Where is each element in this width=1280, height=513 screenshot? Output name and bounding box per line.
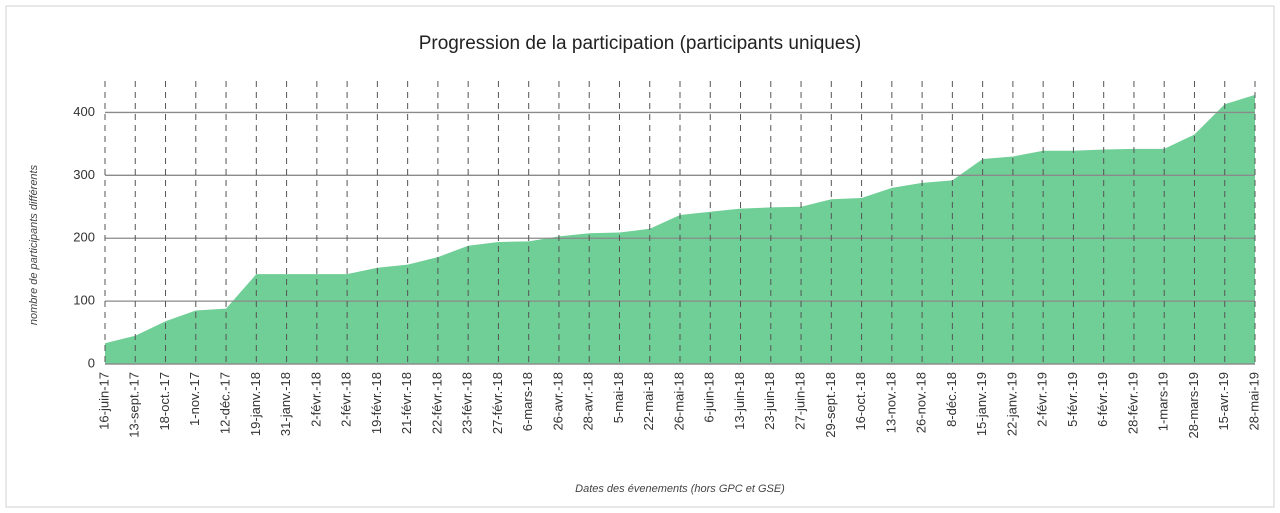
x-tick-label: 2-févr.-19 (1035, 372, 1050, 427)
x-tick-label: 5-févr.-19 (1065, 372, 1080, 427)
y-tick-label: 0 (88, 355, 95, 370)
y-axis-label: nombre de participants différents (28, 164, 40, 325)
x-tick-label: 29-sept.-18 (823, 372, 838, 438)
x-tick-label: 6-mars-18 (520, 372, 535, 431)
x-tick-label: 19-févr.-18 (369, 372, 384, 434)
x-tick-label: 21-févr.-18 (399, 372, 414, 434)
x-tick-label: 16-oct.-18 (853, 372, 868, 431)
x-tick-label: 28-avr.-18 (581, 372, 596, 431)
x-tick-label: 19-janv.-18 (248, 372, 263, 436)
x-tick-label: 5-mai-18 (611, 372, 626, 423)
x-tick-label: 2-févr.-18 (308, 372, 323, 427)
y-tick-label: 200 (73, 230, 95, 245)
x-tick-label: 22-mai-18 (641, 372, 656, 431)
x-tick-label: 6-févr.-19 (1095, 372, 1110, 427)
x-tick-label: 15-avr.-19 (1216, 372, 1231, 431)
x-tick-label: 26-nov.-18 (914, 372, 929, 433)
y-tick-label: 400 (73, 104, 95, 119)
x-tick-label: 23-juin-18 (762, 372, 777, 430)
x-tick-label: 28-févr.-19 (1125, 372, 1140, 434)
x-tick-label: 28-mai-19 (1246, 372, 1261, 431)
x-tick-label: 23-févr.-18 (460, 372, 475, 434)
x-tick-label: 22-janv.-19 (1004, 372, 1019, 436)
x-tick-label: 12-déc.-17 (217, 372, 232, 434)
y-tick-label: 300 (73, 167, 95, 182)
x-tick-label: 13-juin-18 (732, 372, 747, 430)
x-tick-label: 1-mars-19 (1156, 372, 1171, 431)
x-tick-label: 26-mai-18 (671, 372, 686, 431)
y-tick-label: 100 (73, 293, 95, 308)
x-tick-label: 27-juin-18 (792, 372, 807, 430)
x-tick-label: 15-janv.-19 (974, 372, 989, 436)
x-tick-label: 18-oct.-17 (157, 372, 172, 431)
x-tick-label: 28-mars-19 (1186, 372, 1201, 438)
x-tick-label: 13-nov.-18 (883, 372, 898, 433)
x-tick-label: 13-sept.-17 (127, 372, 142, 438)
x-tick-label: 31-janv.-18 (278, 372, 293, 436)
x-tick-label: 1-nov.-17 (187, 372, 202, 426)
x-tick-label: 22-févr.-18 (429, 372, 444, 434)
x-tick-label: 27-févr.-18 (490, 372, 505, 434)
x-tick-label: 2-févr.-18 (339, 372, 354, 427)
x-tick-label: 16-juin-17 (96, 372, 111, 430)
x-tick-label: 6-juin-18 (702, 372, 717, 423)
x-tick-label: 8-déc.-18 (944, 372, 959, 427)
chart-title: Progression de la participation (partici… (419, 33, 862, 54)
x-axis-label: Dates des évenements (hors GPC et GSE) (575, 483, 785, 495)
x-tick-label: 26-avr.-18 (550, 372, 565, 431)
